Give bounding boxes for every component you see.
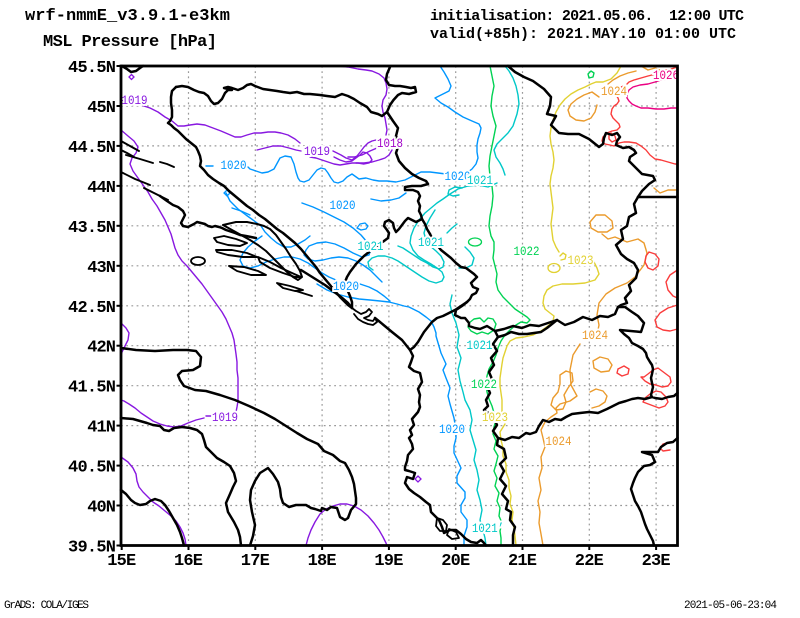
svg-text:39.5N: 39.5N [68,539,116,558]
svg-text:1024: 1024 [582,328,608,343]
svg-text:40N: 40N [87,499,116,518]
svg-text:1020: 1020 [439,422,465,437]
svg-text:44.5N: 44.5N [68,139,116,158]
svg-text:45N: 45N [87,99,116,118]
svg-text:42N: 42N [87,339,116,358]
svg-text:1021: 1021 [418,235,444,250]
svg-text:1024: 1024 [601,84,627,99]
svg-text:1022: 1022 [514,244,540,259]
svg-text:1021: 1021 [358,239,384,254]
svg-text:18E: 18E [308,552,337,571]
svg-text:44N: 44N [87,179,116,198]
svg-text:43.5N: 43.5N [68,219,116,238]
svg-text:1021’: 1021’ [472,521,504,536]
svg-text:MSL Pressure [hPa]: MSL Pressure [hPa] [43,33,217,52]
svg-text:1026: 1026 [653,68,679,83]
svg-text:1018: 1018 [377,136,403,151]
svg-text:1020: 1020 [330,198,356,213]
svg-text:valid(+85h): 2021.MAY.10 01:00: valid(+85h): 2021.MAY.10 01:00 UTC [430,26,736,43]
svg-text:1021: 1021 [467,338,493,353]
svg-text:41N: 41N [87,419,116,438]
svg-text:20E: 20E [441,552,470,571]
svg-text:23E: 23E [642,552,671,571]
svg-text:1019: 1019 [212,410,238,425]
svg-text:21E: 21E [508,552,537,571]
svg-text:1023: 1023 [482,410,508,425]
svg-text:19E: 19E [374,552,403,571]
svg-text:2021-05-06-23:04: 2021-05-06-23:04 [684,600,777,612]
svg-text:1020: 1020 [445,169,471,184]
svg-text:15E: 15E [107,552,136,571]
svg-text:45.5N: 45.5N [68,59,116,78]
svg-text:1020: 1020 [333,279,359,294]
svg-text:1022: 1022 [471,377,497,392]
svg-text:GrADS: COLA/IGES: GrADS: COLA/IGES [4,600,89,612]
svg-text:1020: 1020 [221,158,247,173]
svg-text:17E: 17E [241,552,270,571]
svg-text:1019: 1019 [122,93,148,108]
svg-text:40.5N: 40.5N [68,459,116,478]
svg-text:43N: 43N [87,259,116,278]
svg-text:wrf-nmmE_v3.9.1-e3km: wrf-nmmE_v3.9.1-e3km [25,7,230,26]
svg-text:1019: 1019 [304,144,330,159]
svg-text:1023: 1023 [568,253,594,268]
svg-text:1021: 1021 [467,173,493,188]
svg-text:41.5N: 41.5N [68,379,116,398]
svg-text:1024: 1024 [546,434,572,449]
svg-text:42.5N: 42.5N [68,299,116,318]
svg-text:22E: 22E [575,552,604,571]
svg-text:16E: 16E [174,552,203,571]
svg-text:initialisation: 2021.05.06. 1: initialisation: 2021.05.06. 12:00 UTC [430,8,744,25]
